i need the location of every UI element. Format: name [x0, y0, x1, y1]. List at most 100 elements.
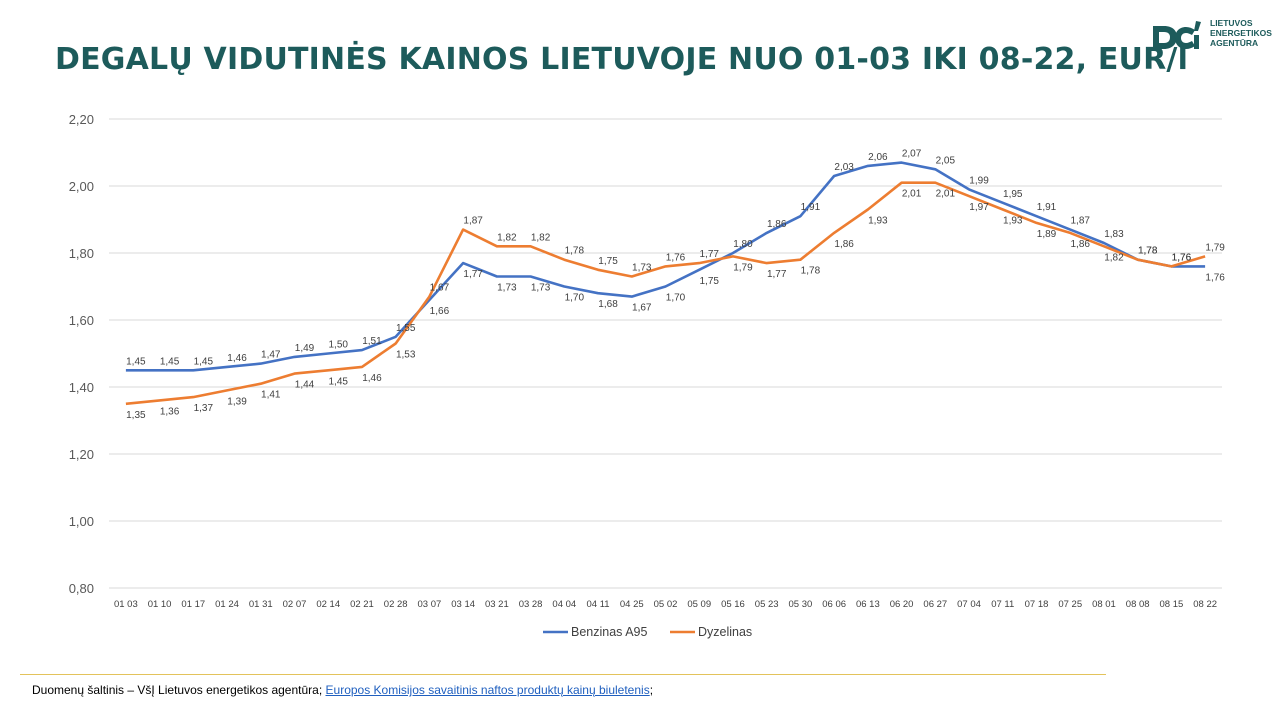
- data-label: 1,91: [1037, 202, 1057, 213]
- data-label: 1,82: [531, 232, 551, 243]
- data-label: 1,67: [632, 303, 652, 314]
- data-label: 1,70: [565, 293, 585, 304]
- data-label: 1,86: [767, 219, 787, 230]
- agency-logo: LIETUVOS ENERGETIKOS AGENTŪRA: [1150, 18, 1275, 54]
- data-label: 1,76: [1205, 272, 1225, 283]
- data-label: 1,66: [430, 306, 450, 317]
- data-label: 1,79: [733, 262, 753, 273]
- data-label: 2,05: [936, 155, 956, 166]
- x-tick-label: 06 13: [856, 599, 880, 610]
- data-label: 1,45: [126, 356, 146, 367]
- data-label: 1,78: [801, 266, 821, 277]
- fuel-price-line-chart: 0,801,001,201,401,601,802,002,20 01 03 01…: [69, 112, 1226, 639]
- x-tick-label: 07 25: [1058, 599, 1082, 610]
- x-tick-label: 04 11: [587, 599, 610, 610]
- data-label: 1,75: [598, 256, 618, 267]
- x-tick-label: 04 04: [552, 599, 576, 610]
- x-tick-label: 06 20: [890, 599, 914, 610]
- series-line-1: [125, 161, 1206, 372]
- x-tick-label: 03 14: [451, 599, 475, 610]
- data-label: 1,45: [160, 356, 180, 367]
- y-axis-ticks: 0,80 1,00 1,20 1,40 1,60 1,80 2,00 2,20: [69, 112, 94, 596]
- x-tick-label: 01 10: [148, 599, 172, 610]
- data-label: 1,77: [699, 249, 719, 260]
- data-label: 1,93: [1003, 215, 1023, 226]
- x-tick-label: 05 30: [789, 599, 813, 610]
- data-label: 1,95: [1003, 189, 1023, 200]
- x-tick-label: 02 07: [283, 599, 307, 610]
- data-label: 1,79: [1205, 242, 1225, 253]
- y-tick-label: 1,60: [69, 313, 94, 328]
- data-label: 1,76: [666, 252, 686, 263]
- data-label: 1,87: [463, 216, 483, 227]
- data-label: 1,73: [497, 282, 517, 293]
- x-tick-label: 05 09: [687, 599, 711, 610]
- data-label: 1,44: [295, 380, 315, 391]
- lea-logo-icon: [1153, 21, 1201, 49]
- data-label: 2,07: [902, 149, 922, 160]
- data-label: 1,46: [362, 373, 382, 384]
- x-axis-ticks: 01 03 01 10 01 17 01 24 01 31 02 07 02 14 02 21…: [114, 599, 1217, 610]
- y-tick-label: 1,40: [69, 380, 94, 395]
- x-tick-label: 03 28: [519, 599, 543, 610]
- data-label: 1,89: [1037, 229, 1057, 240]
- x-tick-label: 05 16: [721, 599, 745, 610]
- data-label: 1,41: [261, 390, 281, 401]
- legend-label: Dyzelinas: [698, 625, 752, 639]
- data-label: 1,97: [969, 202, 989, 213]
- logo-line-3: AGENTŪRA: [1210, 38, 1259, 48]
- data-label: 1,86: [1070, 239, 1090, 250]
- x-tick-label: 07 04: [957, 599, 981, 610]
- x-tick-label: 08 15: [1160, 599, 1184, 610]
- y-tick-label: 2,00: [69, 179, 94, 194]
- data-label: 2,03: [834, 162, 854, 173]
- chart-legend: Benzinas A95 Dyzelinas: [543, 625, 752, 639]
- data-label: 1,45: [194, 356, 214, 367]
- x-tick-label: 07 11: [991, 599, 1014, 610]
- data-label: 1,49: [295, 343, 315, 354]
- logo-line-1: LIETUVOS: [1210, 18, 1253, 28]
- data-label: 1,82: [1104, 252, 1124, 263]
- source-link[interactable]: Europos Komisijos savaitinis naftos prod…: [325, 683, 650, 697]
- data-label: 1,53: [396, 349, 416, 360]
- x-tick-label: 08 08: [1126, 599, 1150, 610]
- footer-divider: [20, 674, 1106, 675]
- data-label: 2,06: [868, 152, 888, 163]
- data-label: 1,35: [126, 410, 146, 421]
- data-label: 1,78: [565, 246, 585, 257]
- data-label: 1,67: [430, 283, 450, 294]
- x-tick-label: 08 22: [1193, 599, 1217, 610]
- x-tick-label: 03 07: [418, 599, 442, 610]
- y-tick-label: 1,80: [69, 246, 94, 261]
- x-tick-label: 07 18: [1025, 599, 1049, 610]
- data-label: 1,76: [1172, 252, 1192, 263]
- data-label: 1,77: [463, 269, 483, 280]
- data-label: 1,73: [632, 262, 652, 273]
- x-tick-label: 01 03: [114, 599, 138, 610]
- x-tick-label: 08 01: [1092, 599, 1116, 610]
- y-tick-label: 2,20: [69, 112, 94, 127]
- data-label: 1,55: [396, 323, 416, 334]
- data-label: 1,37: [194, 403, 214, 414]
- series-lines: [125, 161, 1206, 406]
- source-suffix: ;: [649, 683, 654, 697]
- data-label: 1,86: [834, 239, 854, 250]
- x-tick-label: 04 25: [620, 599, 644, 610]
- source-text: Duomenų šaltinis – VšĮ Lietuvos energeti…: [32, 683, 326, 697]
- data-label: 1,77: [767, 269, 787, 280]
- x-tick-label: 01 24: [215, 599, 239, 610]
- x-tick-label: 01 31: [249, 599, 273, 610]
- data-label: 1,87: [1070, 216, 1090, 227]
- x-tick-label: 02 28: [384, 599, 408, 610]
- x-tick-label: 02 14: [316, 599, 340, 610]
- y-tick-label: 0,80: [69, 581, 94, 596]
- data-label: 2,01: [902, 189, 922, 200]
- data-label: 1,82: [497, 232, 517, 243]
- data-label: 1,46: [227, 353, 247, 364]
- data-label: 1,73: [531, 282, 551, 293]
- x-tick-label: 06 06: [822, 599, 846, 610]
- y-tick-label: 1,20: [69, 447, 94, 462]
- data-label: 1,78: [1138, 246, 1158, 257]
- data-label: 2,01: [936, 189, 956, 200]
- data-label: 1,83: [1104, 229, 1124, 240]
